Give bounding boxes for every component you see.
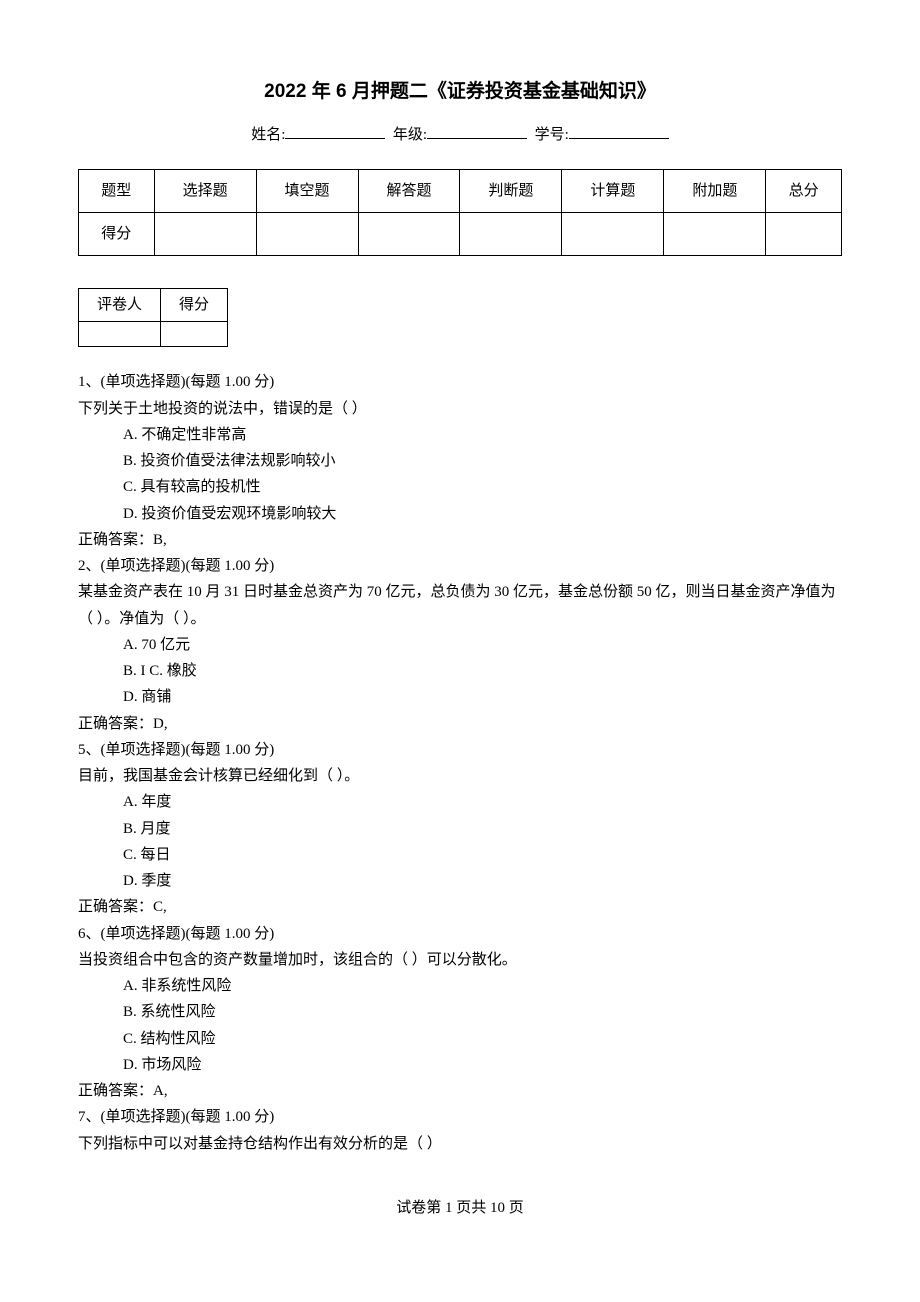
question-option: C. 每日 (78, 842, 842, 868)
question-answer: 正确答案：B, (78, 527, 842, 553)
question-option: D. 市场风险 (78, 1052, 842, 1078)
grader-table: 评卷人 得分 (78, 288, 228, 347)
question-header: 6、(单项选择题)(每题 1.00 分) (78, 921, 842, 947)
question-number: 6、 (78, 926, 101, 942)
question-type: (单项选择题)(每题 1.00 分) (101, 742, 275, 758)
question-stem: 下列关于土地投资的说法中，错误的是（ ） (78, 396, 842, 422)
question-answer: 正确答案：D, (78, 711, 842, 737)
question-block: 6、(单项选择题)(每题 1.00 分) 当投资组合中包含的资产数量增加时，该组… (78, 921, 842, 1105)
question-type: (单项选择题)(每题 1.00 分) (101, 1109, 275, 1125)
score-table: 题型 选择题 填空题 解答题 判断题 计算题 附加题 总分 得分 (78, 169, 842, 257)
question-block: 1、(单项选择题)(每题 1.00 分) 下列关于土地投资的说法中，错误的是（ … (78, 369, 842, 553)
question-block: 2、(单项选择题)(每题 1.00 分) 某基金资产表在 10 月 31 日时基… (78, 553, 842, 737)
score-cell (256, 212, 358, 255)
score-table-value-row: 得分 (79, 212, 842, 255)
question-option: D. 投资价值受宏观环境影响较大 (78, 501, 842, 527)
score-cell (154, 212, 256, 255)
question-stem: 下列指标中可以对基金持仓结构作出有效分析的是（ ） (78, 1131, 842, 1157)
score-header-cell: 计算题 (562, 169, 664, 212)
question-stem: 某基金资产表在 10 月 31 日时基金总资产为 70 亿元，总负债为 30 亿… (78, 579, 842, 632)
grader-header-row: 评卷人 得分 (79, 289, 228, 322)
question-option: D. 季度 (78, 868, 842, 894)
score-cell (766, 212, 842, 255)
score-cell (562, 212, 664, 255)
questions-container: 1、(单项选择题)(每题 1.00 分) 下列关于土地投资的说法中，错误的是（ … (78, 369, 842, 1157)
question-option: B. 系统性风险 (78, 999, 842, 1025)
id-label: 学号: (535, 127, 569, 143)
student-info-line: 姓名: 年级: 学号: (78, 122, 842, 148)
score-header-cell: 判断题 (460, 169, 562, 212)
score-cell (460, 212, 562, 255)
question-option: A. 非系统性风险 (78, 973, 842, 999)
question-header: 5、(单项选择题)(每题 1.00 分) (78, 737, 842, 763)
question-option: A. 70 亿元 (78, 632, 842, 658)
question-number: 7、 (78, 1109, 101, 1125)
question-option: A. 年度 (78, 789, 842, 815)
question-stem: 当投资组合中包含的资产数量增加时，该组合的（ ）可以分散化。 (78, 947, 842, 973)
score-header-cell: 选择题 (154, 169, 256, 212)
question-option: B. I C. 橡胶 (78, 658, 842, 684)
question-answer: 正确答案：C, (78, 894, 842, 920)
score-table-header-row: 题型 选择题 填空题 解答题 判断题 计算题 附加题 总分 (79, 169, 842, 212)
score-cell (358, 212, 460, 255)
exam-title: 2022 年 6 月押题二《证券投资基金基础知识》 (78, 75, 842, 108)
score-header-cell: 附加题 (664, 169, 766, 212)
question-option: B. 投资价值受法律法规影响较小 (78, 448, 842, 474)
grader-cell (79, 322, 161, 347)
page-footer: 试卷第 1 页共 10 页 (78, 1195, 842, 1221)
grade-label: 年级: (393, 127, 427, 143)
question-stem: 目前，我国基金会计核算已经细化到（ ）。 (78, 763, 842, 789)
score-row-label: 得分 (79, 212, 155, 255)
score-cell (664, 212, 766, 255)
id-blank (569, 123, 669, 139)
question-option: C. 结构性风险 (78, 1026, 842, 1052)
grader-header-cell: 评卷人 (79, 289, 161, 322)
grader-cell (161, 322, 228, 347)
grader-header-cell: 得分 (161, 289, 228, 322)
question-header: 2、(单项选择题)(每题 1.00 分) (78, 553, 842, 579)
score-header-cell: 总分 (766, 169, 842, 212)
grade-blank (427, 123, 527, 139)
question-option: B. 月度 (78, 816, 842, 842)
question-type: (单项选择题)(每题 1.00 分) (101, 558, 275, 574)
question-header: 7、(单项选择题)(每题 1.00 分) (78, 1104, 842, 1130)
question-number: 2、 (78, 558, 101, 574)
score-header-cell: 填空题 (256, 169, 358, 212)
question-number: 1、 (78, 374, 101, 390)
question-block: 5、(单项选择题)(每题 1.00 分) 目前，我国基金会计核算已经细化到（ ）… (78, 737, 842, 921)
question-answer: 正确答案：A, (78, 1078, 842, 1104)
question-option: C. 具有较高的投机性 (78, 474, 842, 500)
question-option: A. 不确定性非常高 (78, 422, 842, 448)
question-type: (单项选择题)(每题 1.00 分) (101, 374, 275, 390)
grader-value-row (79, 322, 228, 347)
question-option: D. 商铺 (78, 684, 842, 710)
score-header-cell: 题型 (79, 169, 155, 212)
name-label: 姓名: (251, 127, 285, 143)
question-block: 7、(单项选择题)(每题 1.00 分) 下列指标中可以对基金持仓结构作出有效分… (78, 1104, 842, 1157)
name-blank (285, 123, 385, 139)
question-type: (单项选择题)(每题 1.00 分) (101, 926, 275, 942)
score-header-cell: 解答题 (358, 169, 460, 212)
question-number: 5、 (78, 742, 101, 758)
question-header: 1、(单项选择题)(每题 1.00 分) (78, 369, 842, 395)
